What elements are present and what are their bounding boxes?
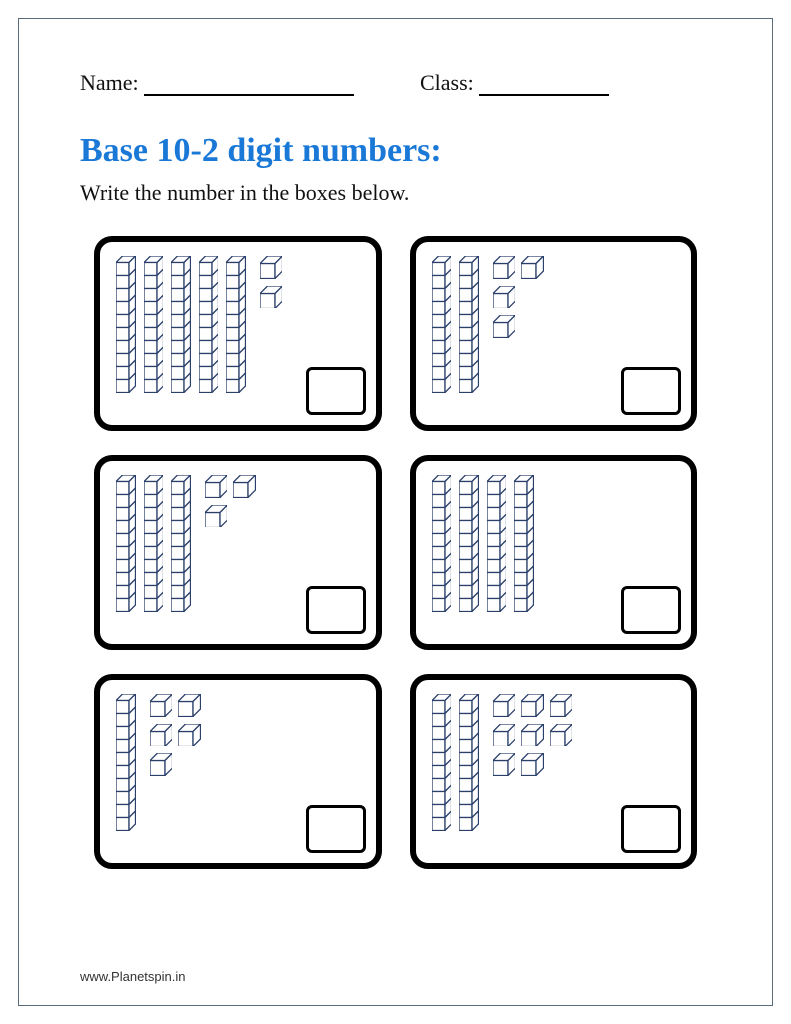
ones-row xyxy=(493,724,573,752)
name-field: Name: xyxy=(80,70,420,96)
answer-box[interactable] xyxy=(621,367,681,415)
ten-rod-icon xyxy=(432,694,452,836)
unit-cube-icon xyxy=(178,694,201,722)
class-label: Class: xyxy=(420,70,474,95)
problem-card xyxy=(94,674,382,869)
unit-cube-icon xyxy=(493,256,516,284)
unit-cube-icon xyxy=(150,724,173,752)
ten-rod-icon xyxy=(144,256,164,398)
tens-rods xyxy=(116,694,136,836)
unit-cube-icon xyxy=(521,694,544,722)
problem-grid xyxy=(80,236,711,869)
ones-row xyxy=(493,256,544,284)
ten-rod-icon xyxy=(226,256,246,398)
ones-row xyxy=(260,286,283,314)
ten-rod-icon xyxy=(514,475,534,617)
unit-cube-icon xyxy=(521,256,544,284)
unit-cube-icon xyxy=(521,753,544,781)
unit-cube-icon xyxy=(260,256,283,284)
ten-rod-icon xyxy=(116,256,136,398)
problem-card xyxy=(410,236,698,431)
footer-text: www.Planetspin.in xyxy=(80,969,186,984)
ten-rod-icon xyxy=(144,475,164,617)
answer-box[interactable] xyxy=(306,586,366,634)
worksheet-content: Name: Class: Base 10-2 digit numbers: Wr… xyxy=(80,70,711,869)
ones-row xyxy=(260,256,283,284)
ones-row xyxy=(493,286,544,314)
ones-row xyxy=(493,753,573,781)
tens-rods xyxy=(432,475,534,617)
header-row: Name: Class: xyxy=(80,70,711,96)
ones-row xyxy=(493,315,544,343)
unit-cube-icon xyxy=(233,475,256,503)
unit-cube-icon xyxy=(260,286,283,314)
ones-row xyxy=(150,694,201,722)
unit-cube-icon xyxy=(493,286,516,314)
class-blank[interactable] xyxy=(479,73,609,96)
unit-cube-icon xyxy=(550,724,573,752)
class-field: Class: xyxy=(420,70,640,96)
unit-cube-icon xyxy=(205,475,228,503)
unit-cube-icon xyxy=(493,315,516,343)
ten-rod-icon xyxy=(116,475,136,617)
ten-rod-icon xyxy=(459,256,479,398)
unit-cube-icon xyxy=(550,694,573,722)
unit-cube-icon xyxy=(178,724,201,752)
ones-row xyxy=(493,694,573,722)
unit-cube-icon xyxy=(150,753,173,781)
unit-cube-icon xyxy=(493,694,516,722)
answer-box[interactable] xyxy=(621,586,681,634)
problem-card xyxy=(410,674,698,869)
problem-card xyxy=(410,455,698,650)
answer-box[interactable] xyxy=(306,805,366,853)
name-label: Name: xyxy=(80,70,139,95)
ten-rod-icon xyxy=(171,256,191,398)
unit-cube-icon xyxy=(493,724,516,752)
ten-rod-icon xyxy=(432,256,452,398)
ten-rod-icon xyxy=(199,256,219,398)
ten-rod-icon xyxy=(116,694,136,836)
ten-rod-icon xyxy=(171,475,191,617)
unit-cube-icon xyxy=(493,753,516,781)
worksheet-title: Base 10-2 digit numbers: xyxy=(80,132,711,170)
ones-cubes xyxy=(493,256,544,343)
ones-cubes xyxy=(205,475,256,532)
ten-rod-icon xyxy=(432,475,452,617)
tens-rods xyxy=(432,694,479,836)
ten-rod-icon xyxy=(459,694,479,836)
ten-rod-icon xyxy=(459,475,479,617)
problem-card xyxy=(94,455,382,650)
tens-rods xyxy=(432,256,479,398)
tens-rods xyxy=(116,256,246,398)
ones-row xyxy=(205,475,256,503)
ones-cubes xyxy=(150,694,201,781)
unit-cube-icon xyxy=(205,505,228,533)
ones-row xyxy=(205,505,256,533)
tens-rods xyxy=(116,475,191,617)
answer-box[interactable] xyxy=(306,367,366,415)
unit-cube-icon xyxy=(150,694,173,722)
unit-cube-icon xyxy=(521,724,544,752)
ten-rod-icon xyxy=(487,475,507,617)
problem-card xyxy=(94,236,382,431)
ones-row xyxy=(150,753,201,781)
ones-cubes xyxy=(493,694,573,781)
ones-row xyxy=(150,724,201,752)
ones-cubes xyxy=(260,256,283,313)
answer-box[interactable] xyxy=(621,805,681,853)
name-blank[interactable] xyxy=(144,73,354,96)
instruction-text: Write the number in the boxes below. xyxy=(80,180,711,206)
